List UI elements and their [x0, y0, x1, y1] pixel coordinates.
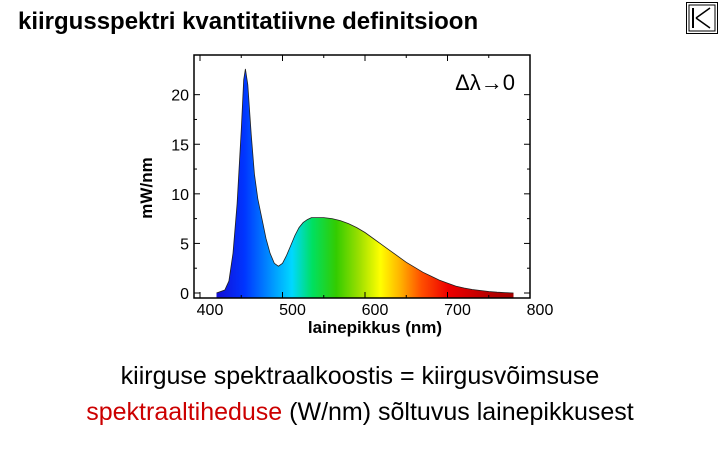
y-tick-label: 10	[171, 187, 189, 204]
x-tick-label: 600	[362, 302, 389, 319]
y-tick-label: 5	[180, 236, 189, 253]
axis-ticks: 0 5 10 15 20 400 500 600 700 800	[171, 55, 553, 319]
x-axis-label: lainepikkus (nm)	[308, 318, 442, 337]
y-tick-label: 0	[180, 286, 189, 303]
plot-frame	[193, 54, 531, 299]
x-tick-label: 400	[197, 302, 224, 319]
y-tick-label: 20	[171, 88, 189, 105]
caption-highlight: spektraaltiheduse	[86, 398, 283, 426]
x-tick-label: 500	[279, 302, 306, 319]
caption-line-2: spektraaltiheduse (W/nm) sõltuvus lainep…	[0, 398, 720, 427]
spectrum-area	[216, 68, 514, 298]
y-axis-label: mW/nm	[137, 157, 156, 218]
y-tick-label: 15	[171, 137, 189, 154]
spectrum-line	[216, 68, 514, 294]
chart-annotation: Δλ→0	[455, 70, 515, 95]
return-to-start-icon[interactable]	[686, 2, 718, 34]
x-tick-label: 700	[444, 302, 471, 319]
caption-rest: (W/nm) sõltuvus lainepikkusest	[282, 398, 634, 426]
x-tick-label: 800	[527, 302, 554, 319]
caption-line-1: kiirguse spektraalkoostis = kiirgusvõims…	[120, 362, 600, 390]
page-title: kiirgusspektri kvantitatiivne definitsio…	[18, 8, 479, 35]
